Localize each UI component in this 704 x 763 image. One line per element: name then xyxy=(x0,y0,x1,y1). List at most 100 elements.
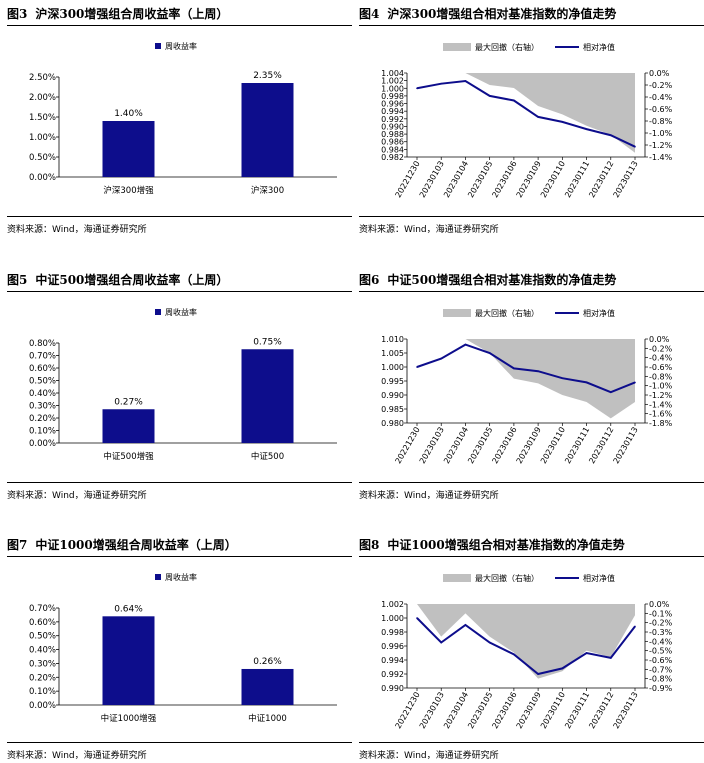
relative-nav-point xyxy=(416,366,418,368)
figure-8-panel: 图8 中证1000增强组合相对基准指数的净值走势 最大回撤（右轴） 相对净值 1.00… xyxy=(359,535,704,763)
y-left-tick-label: 1.002 xyxy=(381,77,404,86)
y-left-tick-label: 0.994 xyxy=(381,656,404,665)
y-right-tick-label: -0.5% xyxy=(649,647,673,656)
x-tick-label: 20230111 xyxy=(563,159,591,199)
relative-nav-point xyxy=(634,625,636,628)
relative-nav-point xyxy=(537,673,539,675)
y-left-tick-label: 0.990 xyxy=(381,684,404,693)
x-tick-label: 20230112 xyxy=(587,160,615,200)
y-left-tick-label: 1.000 xyxy=(381,363,404,372)
figure-4-title: 图4 沪深300增强组合相对基准指数的净值走势 xyxy=(359,4,704,26)
relative-nav-point xyxy=(440,357,443,360)
y-tick-label: 0.70% xyxy=(29,352,56,362)
y-left-tick-label: 1.002 xyxy=(381,600,404,609)
y-tick-label: 0.10% xyxy=(29,687,56,697)
y-tick-label: 0.00% xyxy=(29,173,56,183)
y-right-tick-label: -0.8% xyxy=(649,372,673,381)
bar-value-label: 0.75% xyxy=(253,337,282,347)
figure-title-text: 中证500增强组合周收益率（上周） xyxy=(35,273,229,287)
relative-nav-point xyxy=(561,667,564,670)
x-tick-label: 20230109 xyxy=(515,160,543,200)
y-left-tick-label: 0.996 xyxy=(381,100,404,109)
x-tick-label: 20230112 xyxy=(587,691,615,731)
x-tick-label: 20230104 xyxy=(442,426,470,466)
relative-nav-point xyxy=(537,370,539,372)
relative-nav-point xyxy=(464,624,467,626)
y-tick-label: 0.50% xyxy=(29,632,56,642)
bar xyxy=(102,616,155,705)
y-left-tick-label: 0.984 xyxy=(381,145,404,154)
y-right-tick-label: -0.6% xyxy=(649,105,673,114)
figure-5-source: 资料来源：Wind，海通证券研究所 xyxy=(7,482,352,501)
figure-number: 图4 xyxy=(359,7,380,21)
y-left-tick-label: 0.998 xyxy=(381,92,404,101)
figure-number: 图5 xyxy=(7,273,28,287)
relative-nav-point xyxy=(513,367,515,370)
x-tick-label: 20230106 xyxy=(490,426,518,466)
y-right-tick-label: -1.8% xyxy=(649,419,673,428)
bar xyxy=(241,668,294,705)
y-tick-label: 0.80% xyxy=(29,339,56,349)
y-left-tick-label: 0.980 xyxy=(381,419,404,428)
figure-8-title: 图8 中证1000增强组合相对基准指数的净值走势 xyxy=(359,535,704,557)
y-left-tick-label: 1.010 xyxy=(381,335,404,344)
figure-4-source: 资料来源：Wind，海通证券研究所 xyxy=(359,216,704,235)
y-left-tick-label: 1.005 xyxy=(381,349,404,358)
relative-nav-point xyxy=(440,82,443,85)
x-tick-label: 20230103 xyxy=(418,691,446,731)
x-category-label: 中证1000 xyxy=(248,713,287,724)
y-right-tick-label: -0.6% xyxy=(649,656,673,665)
y-left-tick-label: 0.992 xyxy=(381,670,404,679)
y-left-tick-label: 0.988 xyxy=(381,130,404,139)
x-tick-label: 20230113 xyxy=(612,160,640,200)
y-right-tick-label: -0.3% xyxy=(649,628,673,637)
figure-6-title: 图6 中证500增强组合相对基准指数的净值走势 xyxy=(359,270,704,292)
legend-nav-label: 相对净值 xyxy=(583,308,615,318)
legend-label: 周收益率 xyxy=(165,41,197,51)
x-tick-label: 20230111 xyxy=(563,426,591,466)
legend-swatch xyxy=(155,309,161,315)
figure-title-text: 中证500增强组合相对基准指数的净值走势 xyxy=(387,273,617,287)
legend-swatch xyxy=(155,574,161,580)
y-right-tick-label: -1.2% xyxy=(649,141,673,150)
y-tick-label: 0.60% xyxy=(29,618,56,628)
x-tick-label: 20221230 xyxy=(394,426,422,466)
figure-title-text: 沪深300增强组合周收益率（上周） xyxy=(35,7,229,21)
bar-value-label: 0.64% xyxy=(114,604,143,614)
figure-5-panel: 图5 中证500增强组合周收益率（上周） 周收益率 0.00% 0.10% 0.20% 0… xyxy=(7,270,352,502)
y-right-tick-label: -0.2% xyxy=(649,81,673,90)
bar xyxy=(102,121,155,177)
figure-8-source: 资料来源：Wind，海通证券研究所 xyxy=(359,742,704,761)
figure-number: 图8 xyxy=(359,538,380,552)
figure-7-bar-chart: 周收益率 0.00% 0.10% 0.20% 0.30% 0.40% 0.50% 0.60% 0… xyxy=(29,572,337,724)
figure-6-line-chart: 最大回撤（右轴） 相对净值 1.010 1.005 1.000 0.995 0.990 0.9… xyxy=(381,308,673,466)
figure-6-source: 资料来源：Wind，海通证券研究所 xyxy=(359,482,704,501)
x-tick-label: 20230105 xyxy=(466,426,494,466)
relative-nav-point xyxy=(609,134,612,137)
y-tick-label: 1.00% xyxy=(29,133,56,143)
relative-nav-point xyxy=(609,657,612,659)
x-tick-label: 20230111 xyxy=(563,691,591,731)
x-tick-label: 20230104 xyxy=(442,160,470,200)
y-tick-label: 0.60% xyxy=(29,364,56,374)
y-tick-label: 1.50% xyxy=(29,113,56,123)
relative-nav-point xyxy=(464,80,467,82)
relative-nav-point xyxy=(585,652,588,654)
legend-drawdown-swatch xyxy=(443,574,471,582)
y-tick-label: 0.50% xyxy=(29,377,56,387)
y-right-tick-label: -1.0% xyxy=(649,382,673,391)
figure-5-title: 图5 中证500增强组合周收益率（上周） xyxy=(7,270,352,292)
relative-nav-point xyxy=(416,617,418,619)
y-right-tick-label: -1.4% xyxy=(649,400,673,409)
legend-drawdown-label: 最大回撤（右轴） xyxy=(475,573,539,583)
relative-nav-point xyxy=(440,641,443,644)
y-right-tick-label: -0.1% xyxy=(649,609,673,618)
relative-nav-line xyxy=(416,79,636,148)
x-category-label: 沪深300 xyxy=(251,185,284,196)
relative-nav-point xyxy=(634,381,636,384)
y-tick-label: 0.10% xyxy=(29,427,56,437)
x-tick-label: 20221230 xyxy=(394,691,422,731)
legend-label: 周收益率 xyxy=(165,307,197,317)
y-tick-label: 0.70% xyxy=(29,604,56,614)
y-left-tick-label: 0.994 xyxy=(381,107,404,116)
